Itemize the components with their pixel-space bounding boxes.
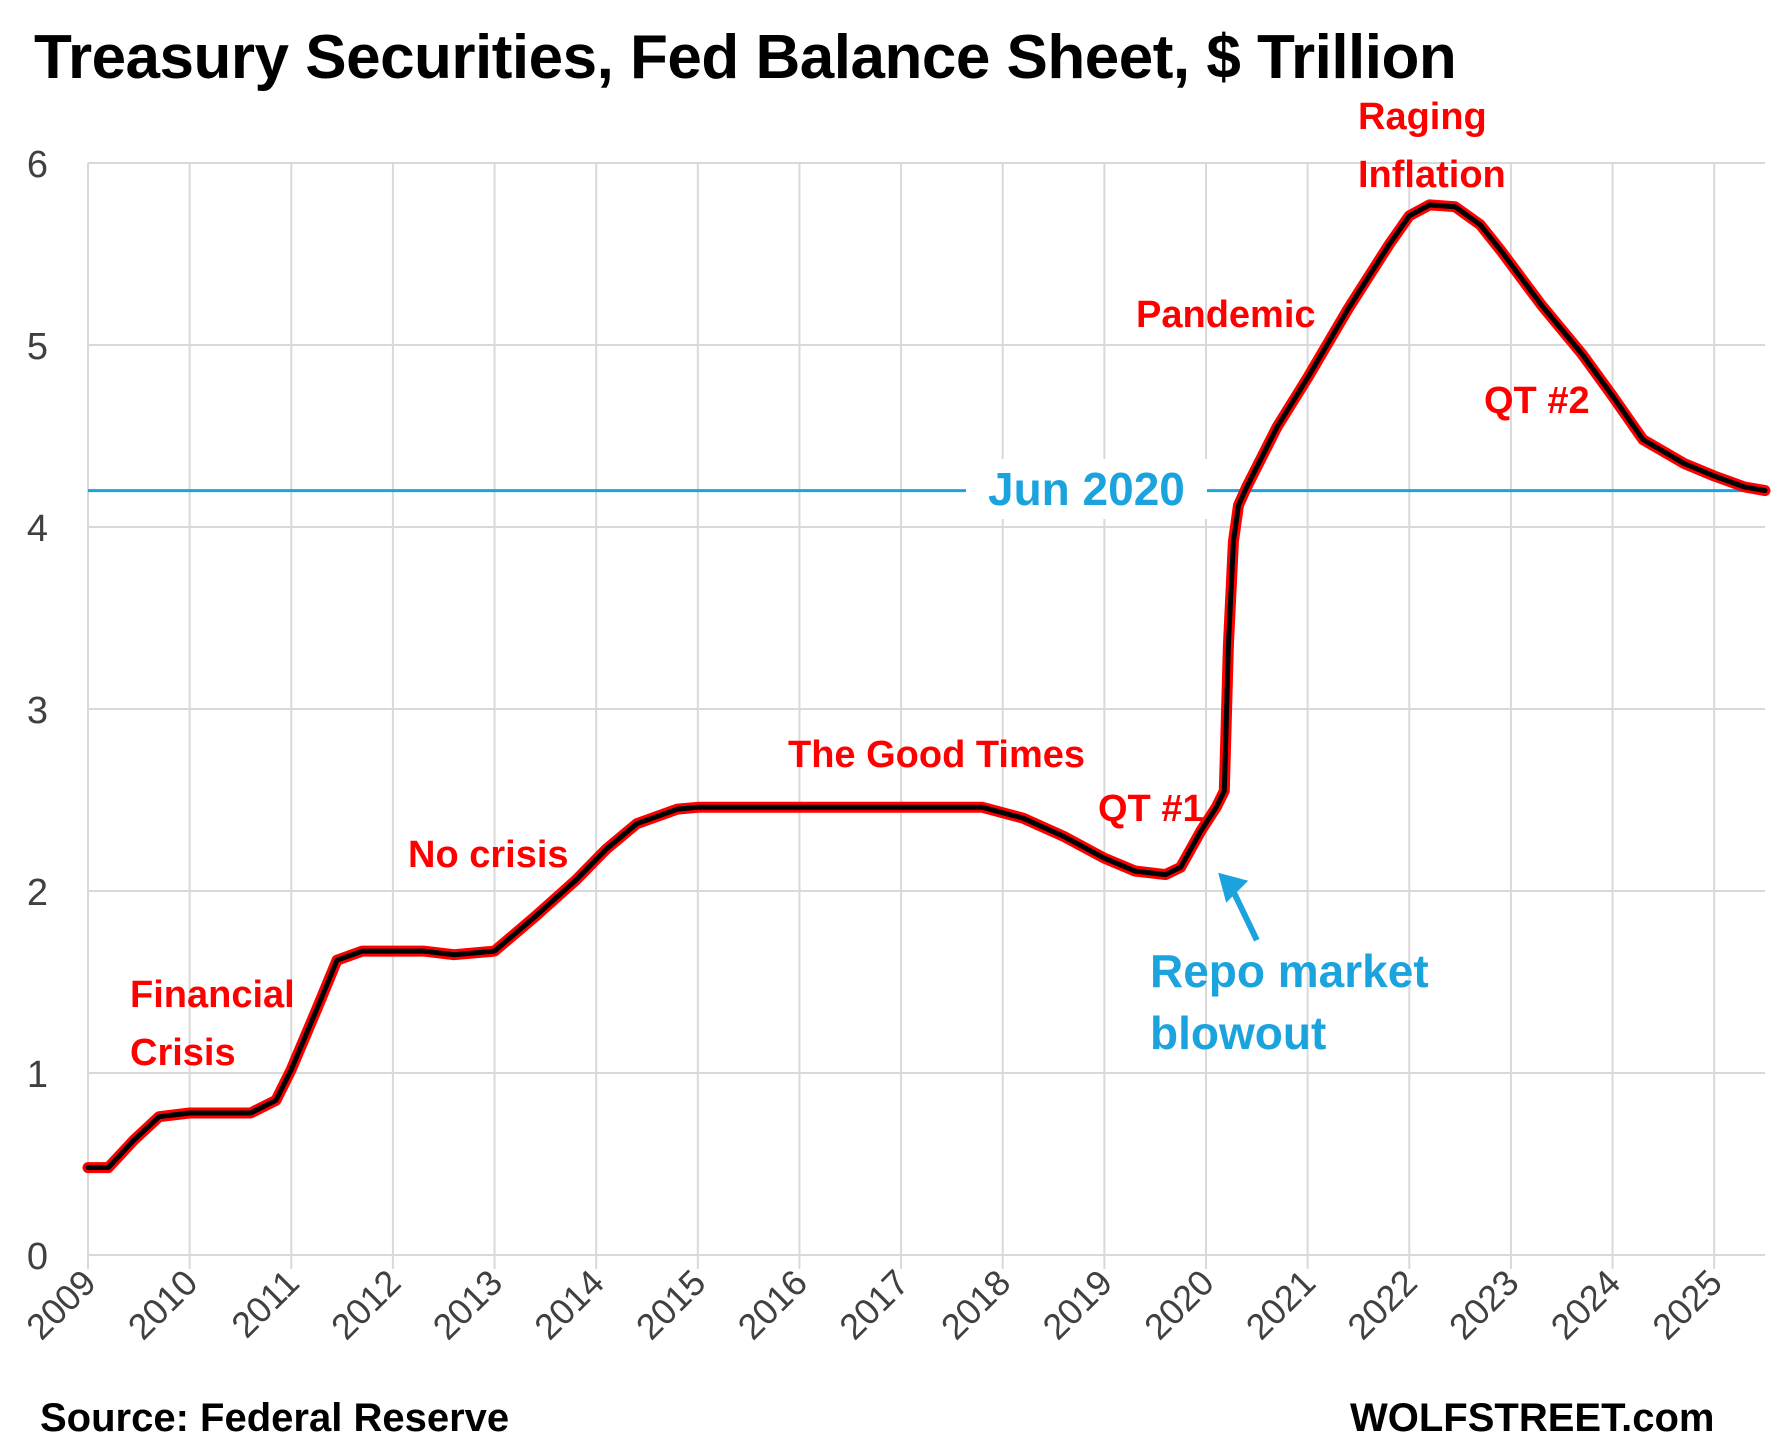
source-note: Source: Federal Reserve [40, 1396, 510, 1440]
reference-line-label: Jun 2020 [966, 459, 1207, 519]
annotation-raging-inflation-line2: Inflation [1358, 154, 1506, 196]
x-tick-label-2025: 2025 [1644, 1262, 1730, 1348]
y-tick-label-2: 2 [27, 872, 48, 914]
annotation-qt1: QT #1 [1098, 788, 1204, 830]
repo-arrow [1218, 872, 1260, 942]
x-tick-label-2024: 2024 [1543, 1262, 1629, 1348]
series-line [85, 202, 1768, 1171]
x-tick-label-2023: 2023 [1441, 1262, 1527, 1348]
y-tick-labels: 0 1 2 3 4 5 6 [27, 144, 48, 1278]
brand-watermark: WOLFSTREET.com [1350, 1396, 1715, 1440]
annotation-raging-inflation-line1: Raging [1358, 96, 1487, 138]
annotation-repo-market: Repo market blowout [1150, 940, 1429, 1064]
annotation-raging-inflation: Raging Inflation [1358, 88, 1506, 204]
gridlines [87, 162, 1765, 1255]
x-tick-label-2013: 2013 [425, 1262, 511, 1348]
annotation-qt2: QT #2 [1484, 380, 1590, 422]
y-tick-label-5: 5 [27, 326, 48, 368]
annotation-pandemic: Pandemic [1136, 294, 1316, 336]
y-tick-label-6: 6 [27, 144, 48, 186]
x-tick-label-2016: 2016 [729, 1262, 815, 1348]
x-tick-label-2014: 2014 [526, 1262, 612, 1348]
y-tick-label-0: 0 [27, 1236, 48, 1278]
axes [87, 1254, 1765, 1269]
x-tick-label-2011: 2011 [223, 1262, 307, 1346]
y-tick-label-3: 3 [27, 690, 48, 732]
chart-title: Treasury Securities, Fed Balance Sheet, … [34, 23, 1457, 92]
x-tick-label-2018: 2018 [933, 1262, 1019, 1348]
annotation-financial-crisis-line1: Financial [130, 974, 295, 1016]
x-tick-label-2020: 2020 [1136, 1262, 1222, 1348]
x-tick-label-2015: 2015 [628, 1262, 714, 1348]
annotation-repo-market-line1: Repo market [1150, 945, 1429, 997]
x-tick-label-2019: 2019 [1034, 1262, 1120, 1348]
series [82, 199, 1771, 1174]
series-line-outline [82, 199, 1771, 1174]
annotation-financial-crisis: Financial Crisis [130, 966, 295, 1082]
x-tick-labels: 2009 2010 2011 2012 2013 2014 2015 2016 2017 2018… [18, 1262, 1730, 1348]
x-tick-label-2021: 2021 [1238, 1262, 1324, 1348]
x-tick-label-2010: 2010 [120, 1262, 206, 1348]
annotation-repo-market-line2: blowout [1150, 1007, 1327, 1059]
x-tick-label-2012: 2012 [323, 1262, 409, 1348]
repo-arrow-head [1218, 872, 1249, 903]
x-tick-label-2022: 2022 [1339, 1262, 1425, 1348]
annotation-no-crisis: No crisis [408, 834, 569, 876]
x-tick-label-2017: 2017 [831, 1262, 917, 1348]
y-tick-label-4: 4 [27, 508, 48, 550]
y-tick-label-1: 1 [27, 1054, 48, 1096]
annotation-financial-crisis-line2: Crisis [130, 1032, 236, 1074]
annotation-good-times: The Good Times [788, 734, 1086, 776]
